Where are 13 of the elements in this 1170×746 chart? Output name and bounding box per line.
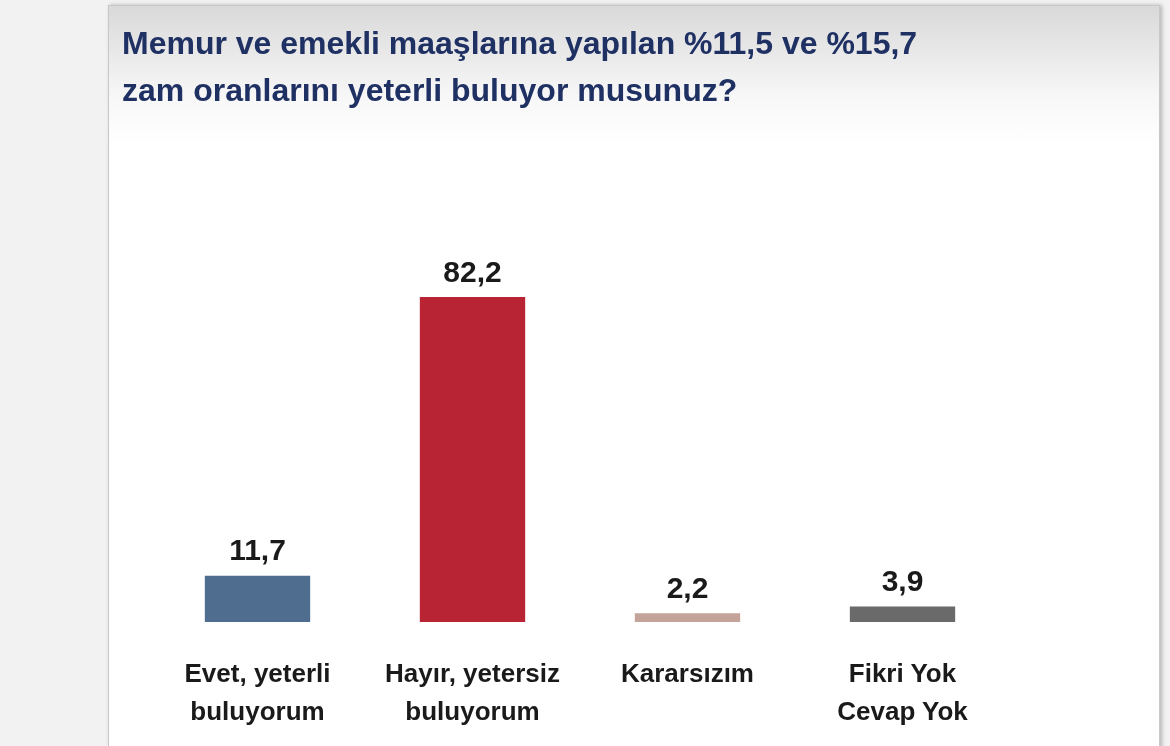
bar xyxy=(419,297,526,622)
data-label: 3,9 xyxy=(881,564,924,598)
data-label: 11,7 xyxy=(229,533,286,567)
bar xyxy=(849,606,956,622)
bar xyxy=(204,575,311,622)
data-label: 2,2 xyxy=(666,570,709,604)
bar xyxy=(634,613,741,622)
x-tick-label: Kararsızım xyxy=(621,658,754,688)
x-tick-label: Fikri Yok Cevap Yok xyxy=(837,658,969,726)
data-label: 82,2 xyxy=(443,254,502,288)
x-tick-label: Evet, yeterli buluyorum xyxy=(184,658,331,726)
chart-title: Memur ve emekli maaşlarına yapılan %11,5 ve %15,7 zam oranlarını yeterli buluyor musunuz? xyxy=(122,24,919,110)
x-tick-label: Hayır, yetersiz buluyorum xyxy=(385,658,560,726)
